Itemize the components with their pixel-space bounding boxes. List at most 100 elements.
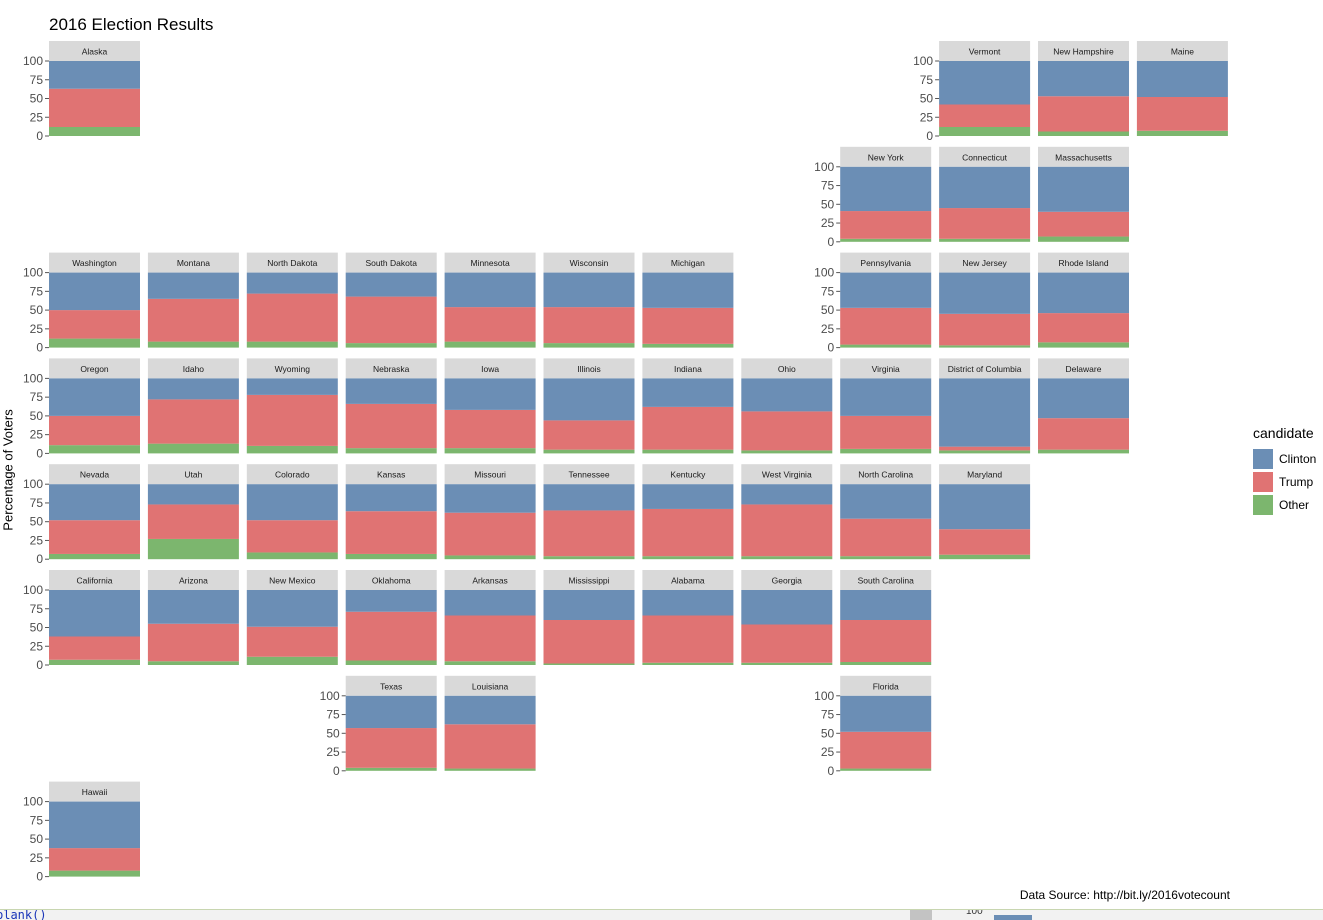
- bar-other-kentucky: [642, 556, 734, 560]
- bar-trump-montana: [147, 298, 239, 342]
- y-tick-label-hawaii-25: 25: [30, 851, 44, 865]
- bar-other-tennessee: [543, 556, 635, 560]
- facet-label-north-carolina: North Carolina: [858, 470, 913, 480]
- facet-label-new-hampshire: New Hampshire: [1053, 47, 1114, 57]
- bar-other-montana: [147, 341, 239, 348]
- bar-other-maine: [1136, 130, 1228, 136]
- y-tick-label-washington-50: 50: [30, 303, 44, 317]
- bar-trump-arkansas: [444, 615, 536, 662]
- facet-label-iowa: Iowa: [481, 364, 499, 374]
- facet-strip-rhode-island: [1038, 252, 1129, 273]
- console-text[interactable]: blank(): [0, 909, 47, 920]
- facet-label-illinois: Illinois: [577, 364, 601, 374]
- y-tick-label-vermont-50: 50: [920, 92, 934, 106]
- bar-clinton-nebraska: [345, 378, 437, 404]
- y-tick-label-pennsylvania-75: 75: [821, 284, 835, 298]
- bar-clinton-new-jersey: [939, 272, 1031, 314]
- facet-strip-south-dakota: [345, 252, 437, 273]
- y-tick-label-california-25: 25: [30, 639, 44, 653]
- bar-trump-ohio: [741, 411, 833, 451]
- console-strip: blank() 100: [0, 909, 1323, 920]
- legend-label-trump: Trump: [1279, 474, 1314, 489]
- bar-other-south-carolina: [840, 662, 932, 665]
- y-tick-label-texas-25: 25: [326, 745, 340, 759]
- bar-trump-new-york: [840, 211, 932, 239]
- facet-label-nebraska: Nebraska: [373, 364, 410, 374]
- bar-other-california: [49, 659, 140, 665]
- bar-trump-mississippi: [543, 620, 635, 664]
- bar-other-west-virginia: [741, 556, 833, 560]
- legend-swatch-clinton: [1253, 448, 1273, 469]
- y-tick-label-pennsylvania-50: 50: [821, 303, 835, 317]
- bar-clinton-utah: [147, 484, 239, 505]
- facet-strip-utah: [147, 464, 239, 485]
- bar-trump-kentucky: [642, 508, 734, 557]
- y-tick-label-vermont-0: 0: [926, 129, 933, 143]
- y-tick-label-pennsylvania-0: 0: [828, 341, 835, 355]
- facet-label-south-dakota: South Dakota: [365, 258, 417, 268]
- bar-trump-louisiana: [444, 724, 536, 769]
- y-tick-label-alaska-75: 75: [30, 73, 44, 87]
- bar-trump-missouri: [444, 512, 536, 556]
- facet-strip-georgia: [741, 570, 833, 590]
- facet-label-arkansas: Arkansas: [472, 576, 507, 586]
- y-tick-label-texas-50: 50: [326, 726, 340, 740]
- bar-trump-kansas: [345, 511, 437, 554]
- facet-label-minnesota: Minnesota: [470, 258, 509, 268]
- bar-clinton-south-carolina: [840, 590, 932, 620]
- facet-label-hawaii: Hawaii: [82, 787, 108, 797]
- facet-strip-arizona: [147, 570, 239, 590]
- bar-clinton-vermont: [939, 61, 1031, 105]
- facet-label-montana: Montana: [177, 258, 210, 268]
- bar-trump-new-jersey: [939, 313, 1031, 346]
- bar-clinton-alabama: [642, 590, 734, 616]
- facet-strip-montana: [147, 252, 239, 273]
- bar-trump-district-of-columbia: [939, 446, 1031, 451]
- bar-trump-virginia: [840, 415, 932, 449]
- bar-other-maryland: [939, 554, 1031, 560]
- bar-other-florida: [840, 768, 932, 771]
- facet-label-tennessee: Tennessee: [568, 470, 609, 480]
- bar-other-nevada: [49, 553, 140, 560]
- bar-trump-maine: [1136, 97, 1228, 131]
- bar-other-north-carolina: [840, 556, 932, 560]
- bar-other-ohio: [741, 450, 833, 454]
- bar-other-idaho: [147, 443, 239, 454]
- scrollbar-thumb[interactable]: [910, 910, 932, 920]
- bar-other-alabama: [642, 662, 734, 665]
- y-tick-label-washington-0: 0: [36, 341, 43, 355]
- bar-clinton-hawaii: [49, 801, 140, 849]
- legend-item-other: Other: [1253, 493, 1316, 516]
- bar-clinton-idaho: [147, 378, 239, 400]
- bar-trump-wyoming: [246, 394, 338, 446]
- facet-strip-maryland: [939, 464, 1031, 485]
- y-tick-label-new-york-25: 25: [821, 216, 835, 230]
- bar-clinton-michigan: [642, 272, 734, 308]
- bar-other-arizona: [147, 661, 239, 665]
- y-tick-label-california-75: 75: [30, 602, 44, 616]
- facet-strip-virginia: [840, 358, 932, 379]
- bar-other-delaware: [1038, 449, 1129, 454]
- y-tick-label-alaska-25: 25: [30, 110, 44, 124]
- y-tick-label-nevada-75: 75: [30, 496, 44, 510]
- facet-label-utah: Utah: [184, 470, 202, 480]
- y-tick-label-california-50: 50: [30, 621, 44, 635]
- bar-other-minnesota: [444, 341, 536, 348]
- bar-clinton-new-hampshire: [1038, 61, 1129, 97]
- bar-clinton-florida: [840, 695, 932, 732]
- y-tick-label-oregon-25: 25: [30, 428, 44, 442]
- facet-label-new-jersey: New Jersey: [962, 258, 1007, 268]
- y-tick-label-nevada-50: 50: [30, 515, 44, 529]
- legend-title: candidate: [1253, 425, 1314, 441]
- bar-other-vermont: [939, 127, 1031, 136]
- bar-trump-washington: [49, 310, 140, 339]
- facet-strip-north-carolina: [840, 464, 932, 485]
- facet-label-rhode-island: Rhode Island: [1058, 258, 1108, 268]
- bar-other-alaska: [49, 127, 140, 136]
- bar-other-hawaii: [49, 870, 140, 877]
- facet-label-maine: Maine: [1171, 47, 1194, 57]
- bar-clinton-iowa: [444, 378, 536, 410]
- bar-trump-alaska: [49, 88, 140, 127]
- bar-other-washington: [49, 338, 140, 348]
- facet-strip-new-mexico: [246, 570, 338, 590]
